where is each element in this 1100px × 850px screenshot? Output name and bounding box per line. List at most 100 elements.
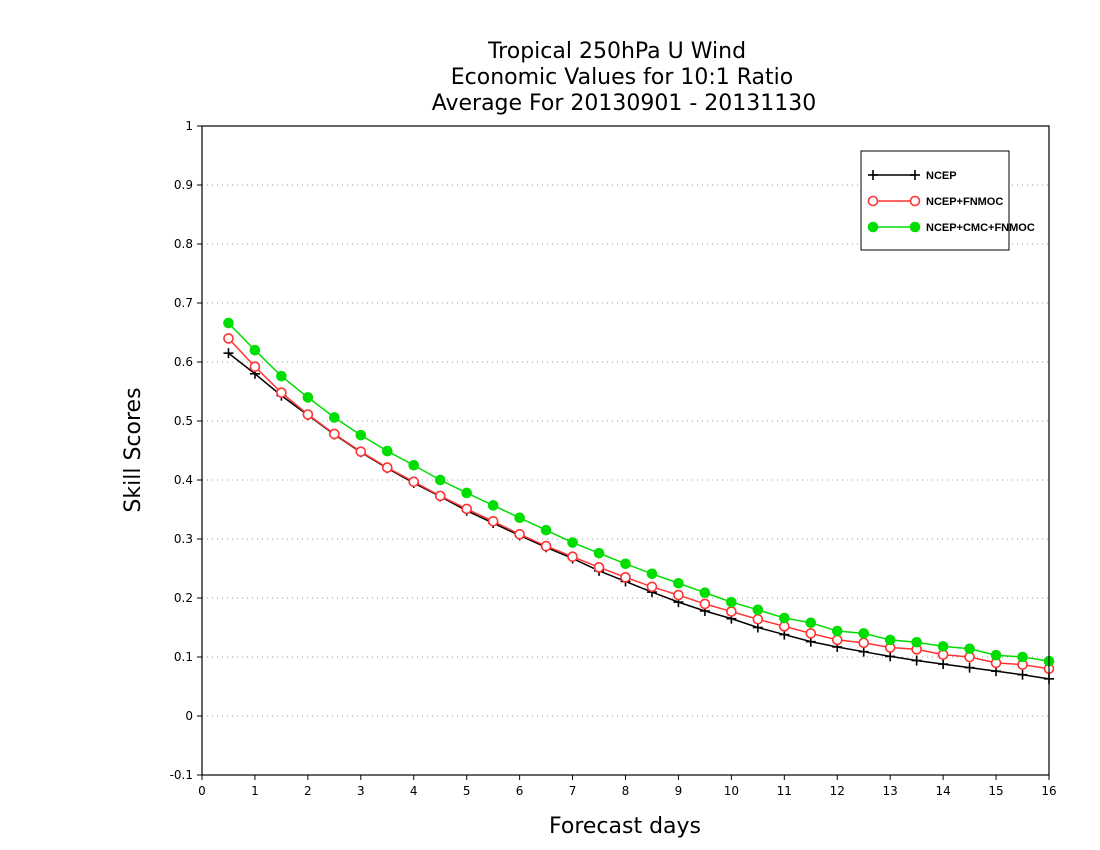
data-point bbox=[867, 195, 879, 207]
data-point bbox=[329, 428, 340, 440]
x-tick-label: 4 bbox=[410, 784, 418, 798]
y-axis-label: Skill Scores bbox=[121, 387, 146, 512]
x-tick-label: 15 bbox=[988, 784, 1003, 798]
y-tick-label: 0.9 bbox=[174, 178, 193, 192]
data-point bbox=[567, 551, 578, 563]
data-point bbox=[673, 577, 684, 589]
title-line-1: Tropical 250hPa U Wind bbox=[487, 39, 746, 64]
y-tick-label: 0 bbox=[185, 709, 193, 723]
x-tick-label: 0 bbox=[198, 784, 206, 798]
data-point bbox=[909, 221, 921, 233]
x-tick-label: 3 bbox=[357, 784, 365, 798]
y-tick-label: 1 bbox=[185, 119, 193, 133]
data-point bbox=[434, 474, 446, 486]
x-tick-label: 2 bbox=[304, 784, 312, 798]
data-point bbox=[223, 348, 234, 359]
data-point bbox=[911, 655, 922, 666]
data-point bbox=[646, 581, 658, 593]
data-point bbox=[593, 562, 605, 573]
data-point bbox=[699, 587, 711, 598]
series-ncep-cmc-fnmoc bbox=[223, 317, 1055, 667]
y-tick-label: -0.1 bbox=[170, 768, 193, 782]
data-point bbox=[302, 409, 314, 420]
legend: NCEP NCEP+FNMOC NCEP+CMC+FNMOC bbox=[860, 150, 1035, 251]
data-point bbox=[487, 500, 499, 511]
legend-entry: NCEP+CMC+FNMOC bbox=[867, 221, 1035, 234]
data-point bbox=[937, 641, 949, 652]
y-tick-label: 0.5 bbox=[174, 414, 193, 428]
data-point bbox=[699, 598, 711, 610]
x-tick-label: 14 bbox=[935, 784, 950, 798]
x-tick-label: 5 bbox=[463, 784, 471, 798]
data-point bbox=[646, 568, 658, 580]
x-tick-label: 11 bbox=[777, 784, 792, 798]
legend-label: NCEP+CMC+FNMOC bbox=[926, 222, 1035, 234]
data-point bbox=[910, 170, 920, 180]
data-point bbox=[805, 617, 817, 629]
x-tick-label: 1 bbox=[251, 784, 259, 798]
data-point bbox=[249, 344, 261, 356]
y-tick-label: 0.2 bbox=[174, 591, 193, 605]
title-line-3: Average For 20130901 - 20131130 bbox=[432, 91, 817, 116]
data-point bbox=[805, 628, 817, 639]
data-point bbox=[223, 333, 234, 344]
data-point bbox=[540, 540, 552, 552]
x-tick-label: 13 bbox=[883, 784, 898, 798]
data-point bbox=[461, 503, 472, 515]
series-ncep-fnmoc bbox=[223, 333, 1055, 675]
x-tick-label: 12 bbox=[830, 784, 845, 798]
data-point bbox=[964, 643, 975, 655]
series-ncep bbox=[223, 348, 1054, 684]
y-tick-label: 0.7 bbox=[174, 296, 193, 310]
data-point bbox=[276, 370, 287, 382]
chart-title: Tropical 250hPa U Wind Economic Values f… bbox=[432, 39, 817, 116]
data-point bbox=[726, 606, 737, 617]
axis-ticks: -0.100.10.20.30.40.50.60.70.80.910 1 2 3 4 5 6… bbox=[170, 119, 1057, 798]
data-point bbox=[355, 429, 367, 441]
data-point bbox=[831, 625, 843, 637]
data-point bbox=[779, 612, 790, 624]
x-tick-label: 7 bbox=[569, 784, 577, 798]
data-point bbox=[752, 604, 764, 616]
legend-label: NCEP bbox=[926, 170, 957, 182]
x-tick-label: 10 bbox=[724, 784, 739, 798]
y-tick-label: 0.3 bbox=[174, 532, 193, 546]
data-point bbox=[884, 634, 896, 646]
data-point bbox=[885, 651, 896, 662]
data-point bbox=[434, 490, 446, 502]
data-point bbox=[858, 646, 869, 657]
data-point bbox=[355, 446, 367, 457]
data-point bbox=[276, 387, 287, 398]
data-point bbox=[381, 462, 393, 473]
data-point bbox=[620, 558, 631, 570]
data-point bbox=[514, 512, 525, 524]
title-line-2: Economic Values for 10:1 Ratio bbox=[451, 65, 793, 90]
data-point bbox=[381, 445, 393, 457]
plot-frame bbox=[201, 125, 1050, 776]
data-point bbox=[909, 195, 921, 207]
series-line bbox=[228, 352, 1050, 680]
data-point bbox=[461, 487, 472, 499]
data-point bbox=[938, 659, 949, 670]
data-point bbox=[249, 361, 261, 373]
x-axis-label: Forecast days bbox=[549, 814, 701, 839]
data-point bbox=[990, 649, 1002, 661]
series-layer bbox=[223, 317, 1055, 684]
legend-label: NCEP+FNMOC bbox=[926, 196, 1003, 208]
data-point bbox=[514, 528, 525, 540]
x-tick-label: 9 bbox=[675, 784, 683, 798]
data-point bbox=[752, 613, 764, 625]
data-point bbox=[620, 572, 631, 583]
data-point bbox=[831, 634, 843, 646]
data-point bbox=[408, 476, 420, 488]
series-line bbox=[227, 322, 1050, 662]
data-point bbox=[408, 459, 420, 471]
x-tick-label: 8 bbox=[622, 784, 630, 798]
data-point bbox=[964, 662, 975, 673]
x-tick-label: 16 bbox=[1041, 784, 1056, 798]
data-point bbox=[673, 589, 684, 601]
data-point bbox=[223, 317, 234, 329]
data-point bbox=[302, 392, 314, 403]
data-point bbox=[329, 412, 340, 423]
data-point bbox=[726, 596, 737, 608]
